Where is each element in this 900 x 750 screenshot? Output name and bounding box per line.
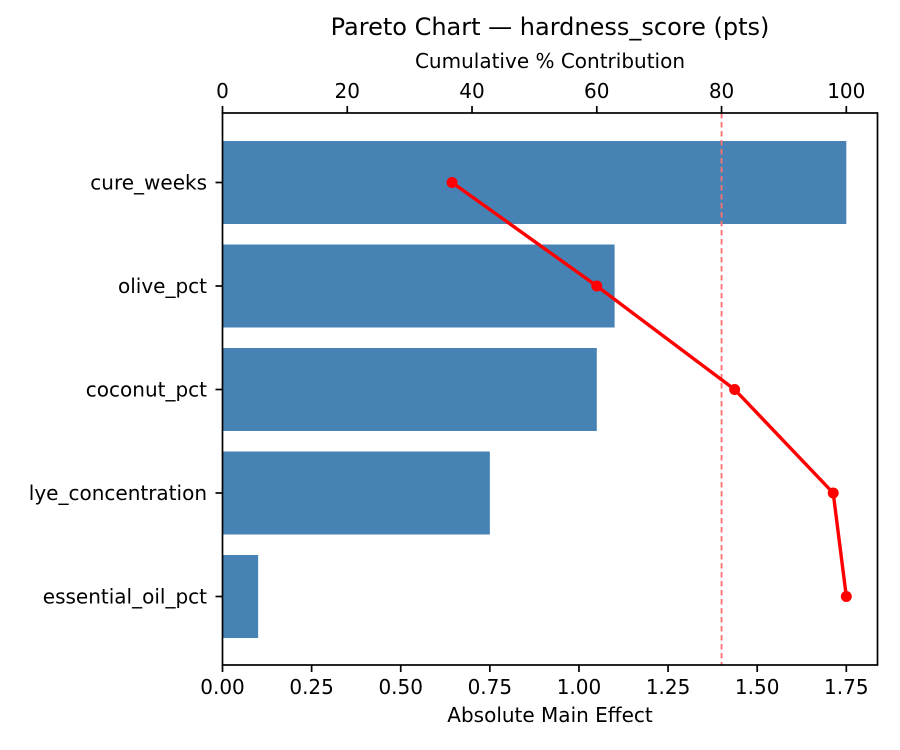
top-tick-label-40: 40 [459,79,484,103]
cumulative-point-essential_oil_pct [840,591,852,602]
y-tick-label-essential_oil_pct: essential_oil_pct [43,585,207,609]
bottom-tick-label-1.25: 1.25 [646,675,691,699]
bottom-tick-label-1.00: 1.00 [557,675,602,699]
bottom-tick-label-0.75: 0.75 [468,675,513,699]
cumulative-point-lye_concentration [827,487,839,499]
top-tick-label-20: 20 [335,79,360,103]
bar-essential_oil_pct [222,555,259,638]
chart-title: Pareto Chart — hardness_score (pts) [330,13,770,41]
cumulative-point-coconut_pct [729,384,741,395]
top-tick-label-80: 80 [709,79,734,103]
top-axis-label: Cumulative % Contribution [414,49,686,73]
bottom-tick-label-1.75: 1.75 [824,675,869,699]
cumulative-point-cure_weeks [446,177,458,188]
cumulative-point-olive_pct [591,280,603,292]
bottom-tick-label-0.25: 0.25 [289,675,334,699]
bar-cure_weeks [222,141,847,224]
y-tick-label-cure_weeks: cure_weeks [90,171,207,195]
bottom-tick-label-0.00: 0.00 [200,675,245,699]
bottom-tick-label-1.50: 1.50 [735,675,780,699]
y-tick-label-lye_concentration: lye_concentration [29,481,207,505]
y-tick-label-coconut_pct: coconut_pct [86,378,207,402]
top-tick-label-0: 0 [216,79,229,103]
top-tick-label-60: 60 [584,79,609,103]
bar-coconut_pct [222,348,597,431]
bar-olive_pct [222,244,615,328]
y-tick-label-olive_pct: olive_pct [118,274,207,298]
bottom-tick-label-0.50: 0.50 [378,675,423,699]
bar-lye_concentration [222,451,490,535]
bottom-axis-label: Absolute Main Effect [447,703,653,727]
top-tick-label-100: 100 [827,79,865,103]
